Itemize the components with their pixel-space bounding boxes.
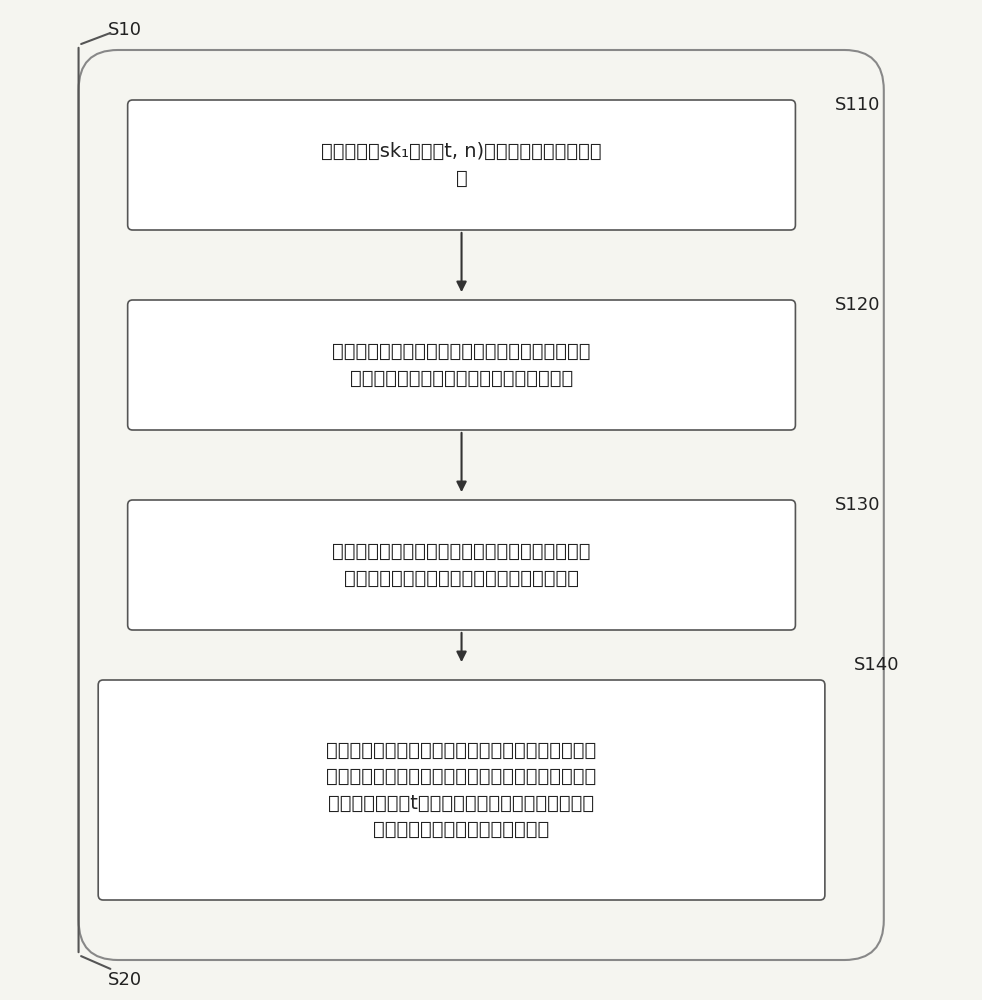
Text: S10: S10 bbox=[108, 21, 142, 39]
Text: S20: S20 bbox=[108, 971, 142, 989]
Text: S120: S120 bbox=[835, 296, 880, 314]
Text: S110: S110 bbox=[835, 96, 880, 114]
FancyBboxPatch shape bbox=[128, 300, 795, 430]
FancyBboxPatch shape bbox=[128, 100, 795, 230]
Text: 用户将私钥sk₁利用（t, n)秘密共享的方式进行分
组: 用户将私钥sk₁利用（t, n)秘密共享的方式进行分 组 bbox=[321, 142, 602, 188]
FancyBboxPatch shape bbox=[98, 680, 825, 900]
Text: S140: S140 bbox=[854, 656, 900, 674]
FancyBboxPatch shape bbox=[79, 50, 884, 960]
FancyBboxPatch shape bbox=[128, 500, 795, 630]
Text: 将包含加密后密文在内的秘密串信息分散存储在区
块链或者分别发送给可信任节点进行托管存储: 将包含加密后密文在内的秘密串信息分散存储在区 块链或者分别发送给可信任节点进行托… bbox=[332, 542, 591, 588]
Text: 使用包含用户识别信息在内的信息作为私钥保护的
密钥，后利用所述密钥将私钥进行分组加密: 使用包含用户识别信息在内的信息作为私钥保护的 密钥，后利用所述密钥将私钥进行分组… bbox=[332, 342, 591, 388]
Text: S130: S130 bbox=[835, 496, 880, 514]
Text: 当用户发现自己的私钥丢失时，发出密钥恢复请求，
根据密钥的秘密串存储方式，选择从可信任节点或区
块链上获取至少t个秘密串，并提取秘密串中的内容
，解密并进行重组: 当用户发现自己的私钥丢失时，发出密钥恢复请求， 根据密钥的秘密串存储方式，选择从… bbox=[326, 741, 597, 839]
